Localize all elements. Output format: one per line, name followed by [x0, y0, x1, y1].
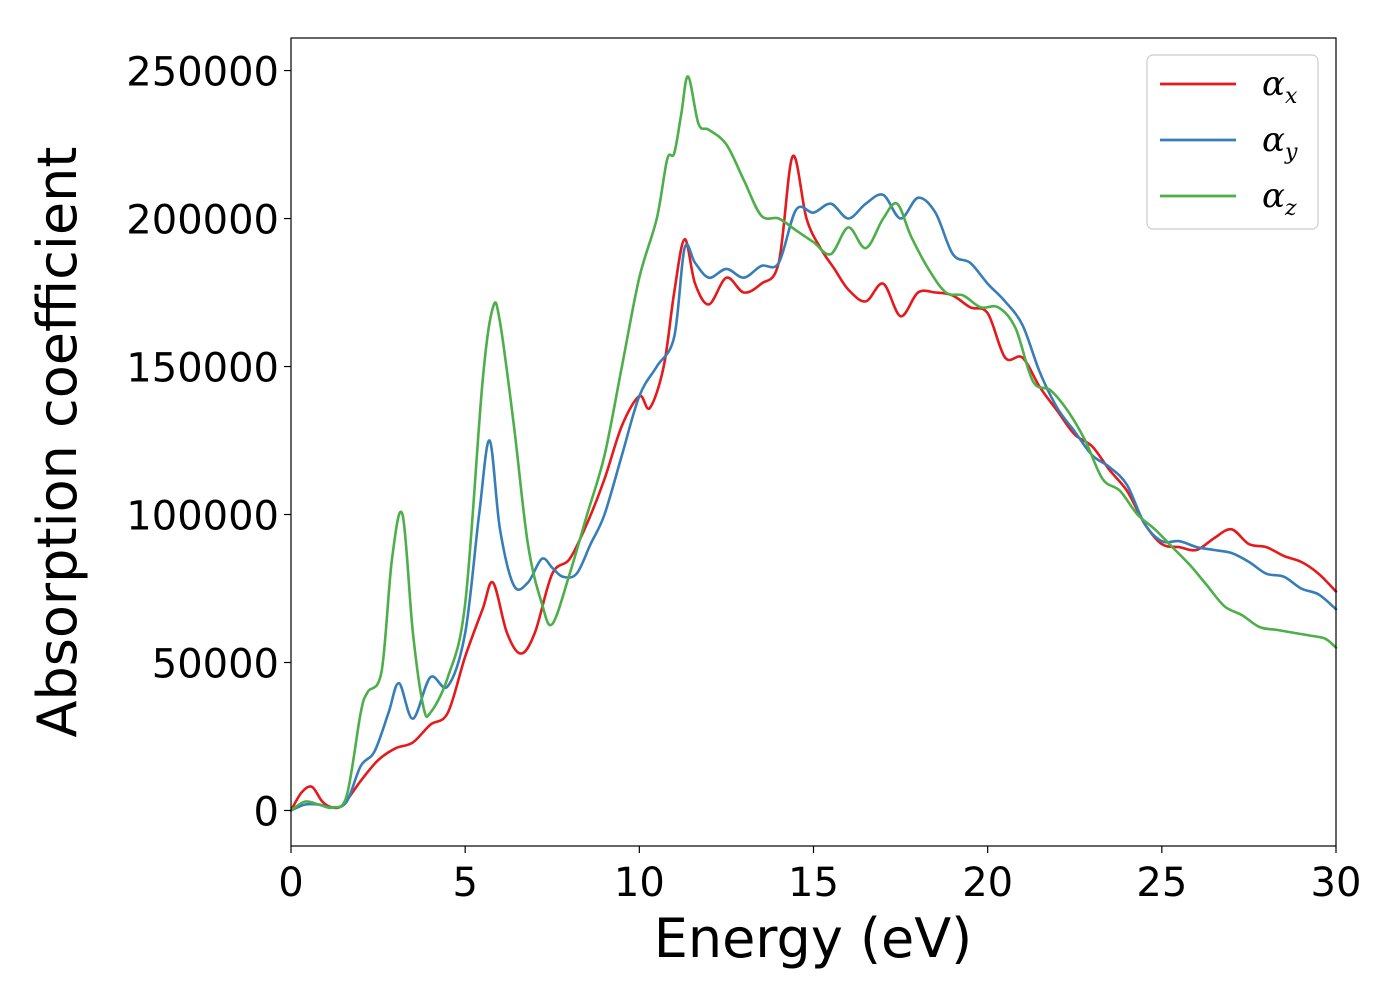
y-tick-label: 100000	[126, 494, 279, 540]
x-tick-label: 30	[1311, 860, 1362, 906]
series-line-alpha-z	[289, 75, 1338, 812]
x-axis-label: Energy (eV)	[654, 907, 973, 970]
x-tick-label: 5	[452, 860, 477, 906]
x-tick-label: 20	[962, 860, 1013, 906]
y-axis-ticks: 0 50000 100000 150000 200000 250000	[126, 50, 291, 835]
x-axis-ticks: 0 5 10 15 20 25 30	[278, 846, 1361, 906]
x-tick-label: 25	[1136, 860, 1187, 906]
y-tick-label: 150000	[126, 346, 279, 392]
y-tick-label: 0	[254, 789, 279, 835]
legend-box	[1146, 54, 1319, 230]
y-tick-label: 250000	[126, 50, 279, 96]
series-line-alpha-y	[289, 193, 1338, 812]
x-tick-label: 15	[788, 860, 839, 906]
x-tick-label: 0	[278, 860, 303, 906]
series-layer	[289, 75, 1338, 812]
x-tick-label: 10	[614, 860, 665, 906]
series-line-alpha-x	[289, 154, 1338, 812]
y-axis-label: Absorption coefficient	[26, 147, 89, 738]
y-tick-label: 50000	[152, 641, 279, 687]
y-tick-label: 200000	[126, 198, 279, 244]
